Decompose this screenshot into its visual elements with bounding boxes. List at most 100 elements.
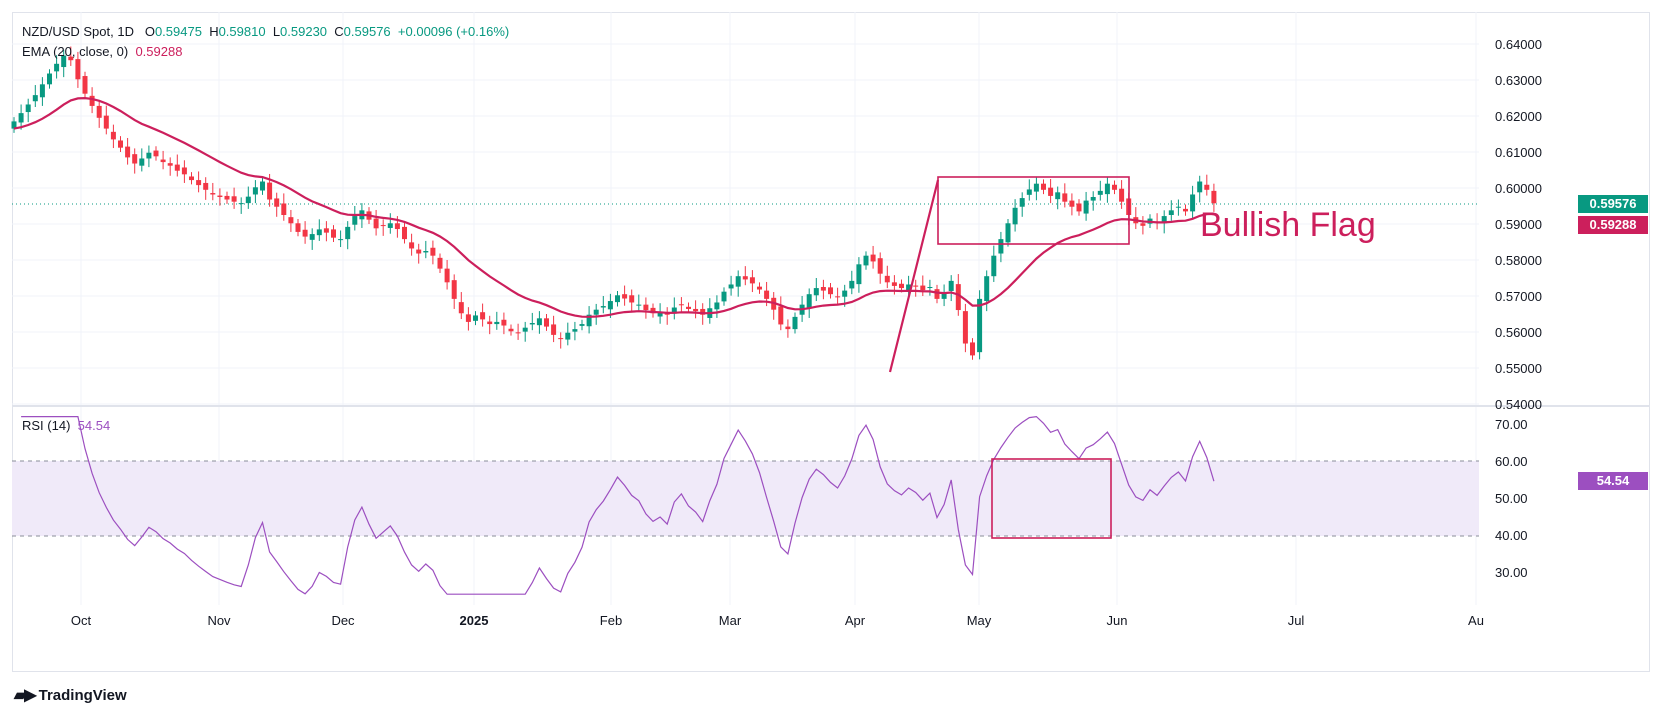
candle-body: [39, 84, 45, 98]
candle-body: [948, 280, 954, 291]
candle-body: [245, 196, 251, 204]
bullish-flag-label: Bullish Flag: [1200, 206, 1376, 244]
time-tick-label: Jul: [1288, 613, 1305, 628]
candle-body: [835, 296, 841, 298]
candle-body: [409, 242, 415, 249]
candle-body: [174, 164, 180, 171]
chart-frame: [12, 12, 1650, 672]
rsi-tick-label: 30.00: [1495, 565, 1528, 580]
candle-body: [1104, 183, 1110, 195]
candle-body: [89, 95, 95, 106]
candle-body: [352, 216, 358, 225]
last-price-tag: 0.59576: [1578, 195, 1648, 213]
candle-body: [785, 326, 791, 330]
candle-body: [458, 302, 464, 314]
candle-body: [1175, 206, 1181, 208]
candle-body: [345, 226, 351, 240]
flag-box: [937, 176, 1130, 245]
candle-body: [536, 318, 542, 326]
candle-body: [551, 324, 557, 335]
candle-body: [96, 105, 102, 118]
candle-body: [1005, 223, 1011, 243]
time-tick-label: Feb: [600, 613, 622, 628]
candle-body: [25, 104, 31, 113]
candle-body: [423, 251, 429, 253]
candle-body: [331, 229, 336, 238]
candle-body: [984, 276, 990, 302]
candle-body: [764, 290, 770, 299]
candle-body: [1183, 208, 1188, 212]
candle-body: [920, 285, 926, 291]
candle-body: [210, 193, 216, 195]
candle-body: [1076, 203, 1082, 212]
candle-body: [998, 239, 1004, 254]
candle-body: [473, 315, 478, 321]
candle-body: [160, 159, 166, 163]
rsi-value-tag: 54.54: [1578, 472, 1648, 490]
candle-body: [962, 311, 968, 344]
ema-line: [13, 96, 1214, 318]
candle-body: [607, 301, 613, 310]
candle-body: [437, 257, 443, 269]
candle-body: [118, 140, 123, 148]
time-tick-label: 2025: [460, 613, 489, 628]
candle-body: [615, 295, 620, 303]
candle-body: [884, 275, 890, 283]
candle-body: [693, 308, 699, 312]
candle-body: [757, 286, 762, 290]
candle-body: [721, 291, 727, 302]
candle-body: [792, 316, 798, 330]
candle-body: [82, 76, 88, 94]
candle-body: [387, 223, 393, 228]
candle-body: [629, 295, 635, 303]
candle-body: [189, 176, 194, 181]
change-value: +0.00096 (+0.16%): [397, 24, 510, 39]
candle-body: [941, 293, 947, 299]
candle-body: [686, 306, 691, 309]
candle-body: [1033, 183, 1039, 192]
candle-body: [260, 181, 265, 191]
price-tick-label: 0.58000: [1495, 253, 1542, 268]
time-axis[interactable]: Oct Nov Dec 2025 Feb Mar Apr May Jun Jul Au: [71, 613, 1484, 628]
candle-body: [501, 319, 507, 326]
candle-body: [749, 277, 755, 284]
candle-body: [1119, 188, 1125, 202]
candle-body: [1090, 197, 1096, 201]
rsi-tick-label: 40.00: [1495, 528, 1528, 543]
candle-body: [700, 308, 706, 315]
candle-body: [146, 152, 152, 159]
time-tick-label: Nov: [207, 613, 231, 628]
candle-body: [742, 276, 748, 280]
ema-legend-label: EMA (20, close, 0): [22, 44, 129, 59]
candle-body: [196, 180, 202, 186]
candle-body: [586, 314, 592, 327]
candle-body: [856, 264, 862, 285]
candle-body: [522, 327, 528, 332]
candle-body: [139, 158, 145, 166]
candle-body: [203, 182, 209, 190]
candle-body: [1097, 190, 1103, 195]
candle-body: [870, 254, 876, 262]
candle-body: [288, 217, 294, 224]
price-tick-label: 0.64000: [1495, 37, 1542, 52]
candle-body: [323, 228, 329, 233]
symbol-name: NZD/USD Spot, 1D: [22, 24, 134, 39]
candle-body: [906, 284, 912, 292]
tradingview-logo[interactable]: ▰▶ TradingView: [14, 685, 127, 705]
price-tick-label: 0.63000: [1495, 73, 1542, 88]
rsi-box: [991, 458, 1112, 539]
candle-body: [1197, 181, 1203, 193]
candle-body: [1190, 194, 1196, 212]
candle-body: [1140, 223, 1146, 226]
candle-body: [451, 280, 457, 299]
price-tick-label: 0.54000: [1495, 397, 1542, 412]
price-tick-label: 0.60000: [1495, 181, 1542, 196]
rsi-axis[interactable]: 70.00 60.00 50.00 40.00 30.00: [1495, 417, 1528, 580]
price-axis[interactable]: 0.64000 0.63000 0.62000 0.61000 0.60000 0.590…: [1495, 37, 1542, 412]
candle-body: [18, 113, 24, 123]
candle-body: [1069, 200, 1075, 207]
candle-body: [394, 223, 400, 230]
candle-body: [224, 195, 230, 200]
candle-body: [181, 167, 187, 175]
